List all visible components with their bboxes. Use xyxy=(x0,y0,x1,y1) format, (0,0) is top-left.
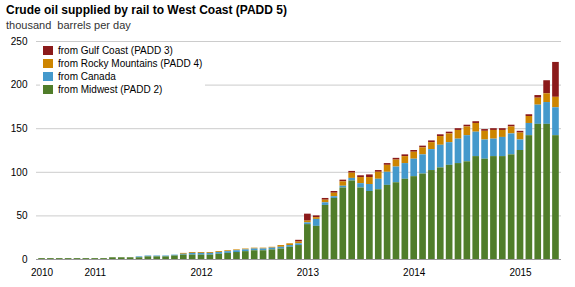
svg-text:0: 0 xyxy=(22,254,28,265)
svg-text:250: 250 xyxy=(11,36,28,47)
svg-text:200: 200 xyxy=(11,79,28,90)
svg-text:2014: 2014 xyxy=(403,267,426,278)
svg-text:2013: 2013 xyxy=(297,267,320,278)
html-text:from Canada: from Canada xyxy=(58,71,116,82)
html-text:from Gulf Coast (PADD 3): from Gulf Coast (PADD 3) xyxy=(58,45,173,56)
html-text:from Rocky Mountains (PADD 4): from Rocky Mountains (PADD 4) xyxy=(58,58,203,69)
svg-text:2012: 2012 xyxy=(190,267,213,278)
svg-text:2015: 2015 xyxy=(509,267,532,278)
html-text:thousand barrels per day: thousand barrels per day xyxy=(6,19,131,31)
svg-text:100: 100 xyxy=(11,167,28,178)
svg-text:2011: 2011 xyxy=(84,267,106,278)
html-text:from Midwest (PADD 2): from Midwest (PADD 2) xyxy=(58,84,163,95)
svg-text:2010: 2010 xyxy=(31,267,54,278)
svg-text:150: 150 xyxy=(11,123,28,134)
svg-text:50: 50 xyxy=(16,210,28,221)
html-text:Crude oil supplied by rail to: Crude oil supplied by rail to West Coast… xyxy=(6,3,287,17)
